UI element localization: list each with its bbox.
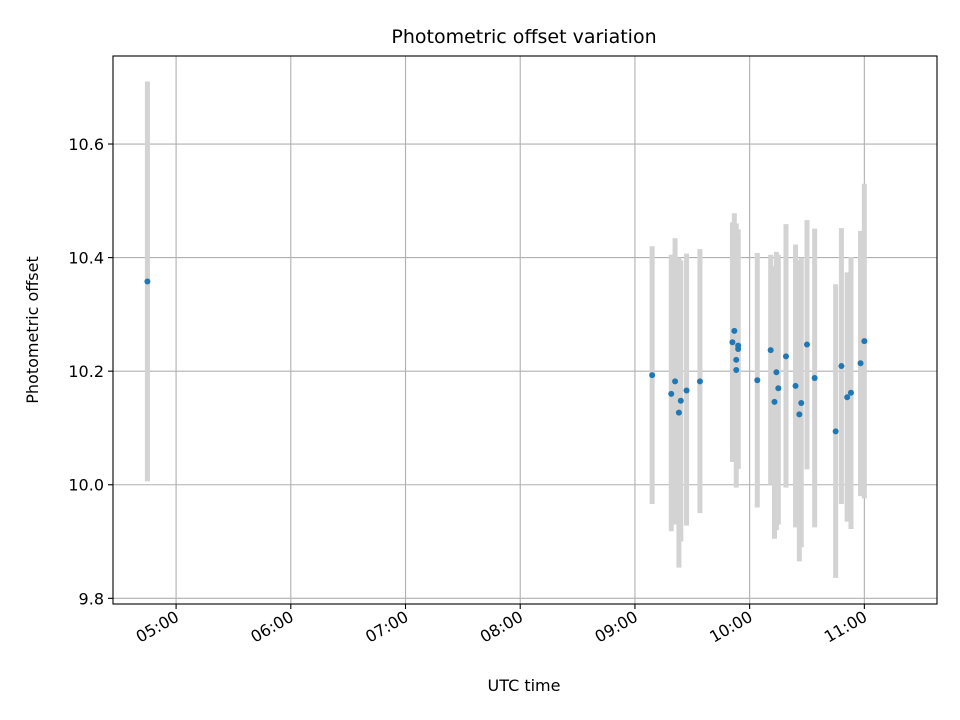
data-point — [668, 390, 675, 397]
data-point — [796, 411, 803, 418]
data-point — [847, 389, 854, 396]
data-point — [672, 378, 679, 385]
data-point — [792, 382, 799, 389]
data-point — [733, 367, 740, 374]
x-axis-label: UTC time — [488, 676, 561, 695]
y-tick-label: 10.2 — [68, 362, 104, 381]
data-point — [832, 428, 839, 435]
data-point — [857, 360, 864, 367]
plot-area-frame — [112, 55, 938, 605]
y-tick-label: 10.6 — [68, 135, 104, 154]
data-point — [649, 372, 656, 379]
data-point — [677, 397, 684, 404]
data-point — [729, 339, 736, 346]
data-point — [735, 346, 742, 353]
data-point — [775, 385, 782, 392]
data-point — [838, 363, 845, 370]
data-point — [803, 341, 810, 348]
data-point — [773, 369, 780, 376]
y-axis-label: Photometric offset — [23, 256, 42, 404]
chart-title: Photometric offset variation — [391, 26, 656, 48]
y-tick-label: 10.0 — [68, 476, 104, 495]
y-tick-label: 9.8 — [79, 589, 104, 608]
y-tick-label: 10.4 — [68, 249, 104, 268]
data-point — [696, 378, 703, 385]
data-point — [798, 399, 805, 406]
data-point — [675, 409, 682, 416]
data-point — [811, 374, 818, 381]
data-point — [771, 398, 778, 405]
data-point — [754, 377, 761, 384]
data-point — [683, 387, 690, 394]
data-points — [144, 278, 868, 435]
data-point — [782, 353, 789, 360]
data-point — [844, 394, 851, 401]
data-point — [144, 278, 151, 285]
y-axis-ticks: 9.8 10.0 10.2 10.4 10.6 — [68, 135, 113, 608]
data-point — [731, 327, 738, 334]
data-point — [861, 338, 868, 345]
data-point — [767, 347, 774, 354]
data-point — [733, 356, 740, 363]
